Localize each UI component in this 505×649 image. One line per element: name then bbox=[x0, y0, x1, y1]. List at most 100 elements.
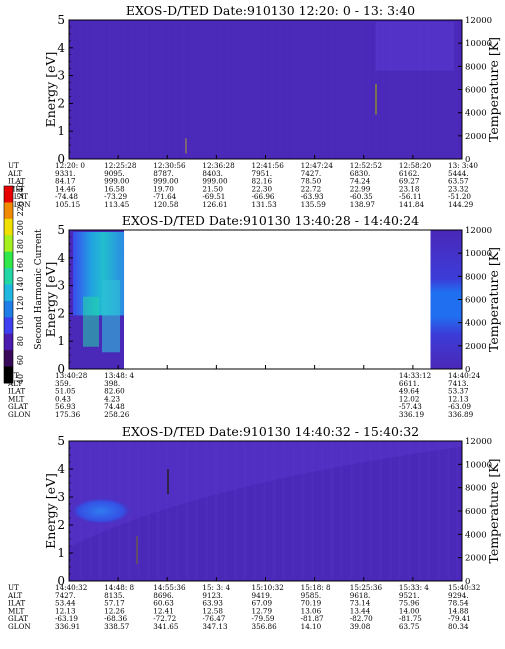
colorbar-segment bbox=[4, 251, 13, 269]
y-axis-label: Energy [eV] bbox=[43, 473, 58, 549]
annotation-value: 57.17 bbox=[104, 599, 125, 608]
annotation-row-label: GLAT bbox=[8, 614, 28, 623]
annotation-value: 336.89 bbox=[448, 410, 474, 419]
annotation-value: 78.54 bbox=[448, 599, 469, 608]
y2-axis-label: Temperature [K] bbox=[486, 247, 501, 352]
annotation-value: 144.29 bbox=[448, 200, 474, 209]
annotation-value: 12.02 bbox=[399, 394, 420, 403]
annotation-value: -76.47 bbox=[202, 614, 225, 623]
y2-tick-label: 10000 bbox=[465, 460, 492, 470]
annotation-value: 7413. bbox=[448, 379, 469, 388]
annotation-value: 141.84 bbox=[399, 200, 425, 209]
annotation-value: 12:52:52 bbox=[350, 161, 382, 170]
colorbar-segment bbox=[4, 300, 13, 318]
annotation-value: 9419. bbox=[252, 591, 273, 600]
annotation-value: 15:33: 4 bbox=[399, 583, 429, 592]
annotation-value: -73.29 bbox=[104, 192, 127, 201]
y2-tick-label: 2000 bbox=[465, 342, 487, 352]
annotation-value: 356.86 bbox=[252, 622, 278, 631]
colorbar-label: Second Harmonic Current bbox=[34, 229, 44, 350]
annotation-value: 9618. bbox=[350, 591, 371, 600]
annotation-value: 14:40:32 bbox=[55, 583, 87, 592]
annotation-value: 70.19 bbox=[301, 599, 322, 608]
annotation-value: 6611. bbox=[399, 379, 420, 388]
annotation-value: 131.53 bbox=[252, 200, 278, 209]
high-energy-patch bbox=[375, 22, 455, 71]
y2-tick-label: 0 bbox=[465, 577, 470, 587]
annotation-value: 19.70 bbox=[153, 184, 174, 193]
annotation-value: 15: 3: 4 bbox=[202, 583, 230, 592]
colorbar-tick-label: 40 bbox=[16, 374, 25, 384]
annotation-value: 56.93 bbox=[55, 402, 76, 411]
annotation-value: 126.61 bbox=[202, 200, 227, 209]
annotation-value: 8787. bbox=[153, 169, 174, 178]
y-tick-label: 5 bbox=[57, 223, 65, 237]
annotation-value: 69.27 bbox=[399, 177, 420, 186]
annotation-row-label: UT bbox=[8, 371, 19, 380]
annotation-value: 53.37 bbox=[448, 387, 469, 396]
annotation-row-label: UT bbox=[8, 583, 19, 592]
annotation-value: 13:40:28 bbox=[55, 371, 88, 380]
y-tick-label: 3 bbox=[57, 279, 65, 293]
y2-tick-label: 6000 bbox=[465, 86, 487, 96]
colorbar-segment bbox=[4, 350, 13, 368]
annotation-value: 16.58 bbox=[104, 184, 125, 193]
annotation-value: 12.41 bbox=[153, 606, 174, 615]
annotation-value: 9521. bbox=[399, 591, 420, 600]
y-tick-label: 1 bbox=[57, 334, 65, 348]
plot-frame bbox=[68, 229, 463, 370]
annotation-value: 105.15 bbox=[55, 200, 81, 209]
colorbar-tick-label: 80 bbox=[16, 336, 25, 346]
colorbar-segment bbox=[4, 268, 13, 285]
y-tick-label: 2 bbox=[57, 96, 65, 110]
y-tick-label: 1 bbox=[57, 546, 65, 560]
annotation-value: -56.11 bbox=[399, 192, 422, 201]
annotation-value: 398. bbox=[104, 379, 120, 388]
annotation-value: 6830. bbox=[350, 169, 371, 178]
annotation-value: 14.00 bbox=[399, 606, 420, 615]
annotation-value: 15:40:32 bbox=[448, 583, 480, 592]
annotation-value: 9585. bbox=[301, 591, 322, 600]
y2-tick-label: 8000 bbox=[465, 62, 487, 72]
y2-tick-label: 10000 bbox=[465, 39, 492, 49]
annotation-value: 336.19 bbox=[399, 410, 425, 419]
annotation-row-label: GLON bbox=[8, 200, 31, 209]
annotation-value: 4.23 bbox=[104, 394, 120, 403]
annotation-value: 63.57 bbox=[448, 177, 469, 186]
annotation-value: 13.44 bbox=[350, 606, 371, 615]
colorbar-segment bbox=[4, 186, 13, 203]
y-tick-label: 2 bbox=[57, 306, 65, 320]
annotation-value: -63.09 bbox=[448, 402, 471, 411]
annotation-row-label: ILAT bbox=[8, 599, 25, 608]
colorbar-segment bbox=[4, 333, 13, 351]
y-tick-label: 4 bbox=[57, 41, 65, 55]
annotation-row-label: ALT bbox=[7, 591, 22, 600]
annotation-value: 21.50 bbox=[202, 184, 223, 193]
colorbar-tick-label: 240 bbox=[16, 182, 25, 197]
annotation-row-label: ALT bbox=[7, 169, 22, 178]
chart-title: EXOS-D/TED Date:910130 13:40:28 - 14:40:… bbox=[122, 213, 419, 228]
annotation-value: 338.57 bbox=[104, 622, 130, 631]
colorbar-tick-label: 100 bbox=[16, 315, 25, 330]
y-axis-label: Energy [eV] bbox=[43, 52, 58, 128]
annotation-value: 14.46 bbox=[55, 184, 76, 193]
colorbar-tick-label: 220 bbox=[16, 201, 25, 216]
colorbar-segment bbox=[4, 218, 13, 236]
annotation-value: 999.00 bbox=[202, 177, 228, 186]
colorbar-tick-label: 140 bbox=[16, 277, 25, 292]
y-tick-label: 2 bbox=[57, 518, 65, 532]
right-band bbox=[430, 230, 462, 369]
annotation-value: 8135. bbox=[104, 591, 125, 600]
y-tick-label: 1 bbox=[57, 124, 65, 138]
annotation-value: 51.05 bbox=[55, 387, 76, 396]
annotation-value: 12.79 bbox=[252, 606, 273, 615]
annotation-value: 9123. bbox=[202, 591, 223, 600]
y2-tick-label: 2000 bbox=[465, 132, 487, 142]
annotation-value: 13.06 bbox=[301, 606, 322, 615]
annotation-row-label: ALT bbox=[7, 379, 22, 388]
annotation-value: 999.00 bbox=[104, 177, 130, 186]
y-tick-label: 4 bbox=[57, 251, 65, 265]
annotation-value: 138.97 bbox=[350, 200, 376, 209]
annotation-value: -63.93 bbox=[301, 192, 324, 201]
annotation-value: -71.64 bbox=[153, 192, 176, 201]
